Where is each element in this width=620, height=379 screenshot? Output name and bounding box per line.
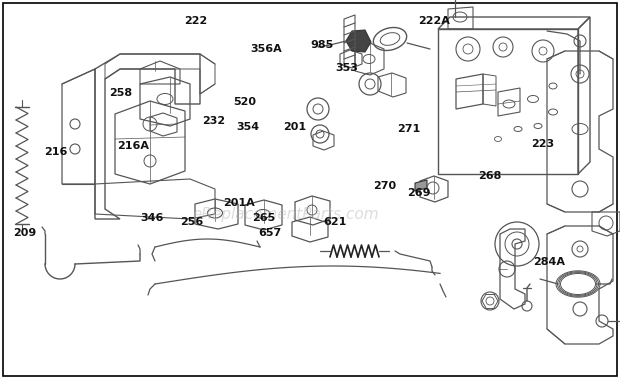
Text: eReplacementParts.com: eReplacementParts.com xyxy=(192,207,379,222)
Text: 520: 520 xyxy=(233,97,257,107)
Text: 265: 265 xyxy=(252,213,275,223)
Text: 985: 985 xyxy=(311,41,334,50)
Text: 223: 223 xyxy=(531,139,554,149)
Text: 216A: 216A xyxy=(117,141,149,151)
Text: 222: 222 xyxy=(184,16,207,26)
Text: 201: 201 xyxy=(283,122,306,132)
Text: 657: 657 xyxy=(258,228,281,238)
Polygon shape xyxy=(415,180,427,191)
Polygon shape xyxy=(346,30,371,52)
Text: 354: 354 xyxy=(236,122,260,132)
Text: 222A: 222A xyxy=(418,16,450,26)
Text: 346: 346 xyxy=(140,213,164,223)
Text: 270: 270 xyxy=(373,181,396,191)
Text: 232: 232 xyxy=(202,116,226,126)
Text: 284A: 284A xyxy=(533,257,565,266)
Text: 216: 216 xyxy=(44,147,68,157)
Text: 209: 209 xyxy=(13,228,37,238)
Text: 269: 269 xyxy=(407,188,430,198)
Text: 271: 271 xyxy=(397,124,421,134)
Text: 268: 268 xyxy=(478,171,502,181)
Text: 256: 256 xyxy=(180,217,204,227)
Text: 621: 621 xyxy=(323,217,347,227)
Text: 258: 258 xyxy=(109,88,133,98)
Text: 356A: 356A xyxy=(250,44,283,54)
Text: 201A: 201A xyxy=(223,198,255,208)
Text: 353: 353 xyxy=(336,63,358,73)
